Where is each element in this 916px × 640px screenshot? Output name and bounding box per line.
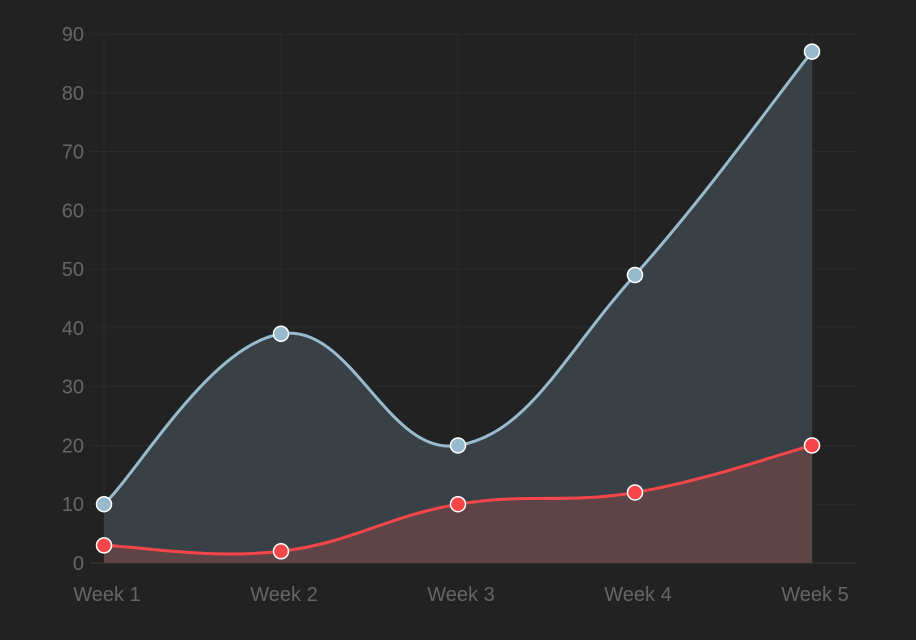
- data-point[interactable]: [95, 537, 113, 554]
- x-tick-label: Week 1: [73, 584, 140, 606]
- data-point[interactable]: [626, 266, 644, 284]
- x-tick-label: Week 4: [604, 584, 671, 606]
- data-point[interactable]: [272, 325, 290, 343]
- y-tick-label: 40: [62, 318, 84, 340]
- x-tick-label: Week 5: [781, 584, 848, 606]
- y-tick-label: 70: [62, 142, 84, 164]
- y-tick-label: 60: [62, 200, 84, 222]
- y-axis-ticks: 0 10 20 30 40 50 60 70 80 90: [62, 24, 84, 575]
- y-tick-label: 90: [62, 24, 84, 46]
- x-tick-label: Week 3: [427, 584, 494, 606]
- y-tick-label: 0: [73, 553, 84, 575]
- data-point[interactable]: [626, 484, 644, 501]
- data-points: [95, 43, 821, 560]
- y-tick-label: 80: [62, 83, 84, 105]
- series-area-1: [104, 51, 812, 564]
- data-point[interactable]: [449, 437, 467, 454]
- y-tick-label: 10: [62, 494, 84, 516]
- data-point[interactable]: [803, 437, 821, 454]
- data-point[interactable]: [803, 43, 821, 60]
- data-point[interactable]: [272, 542, 290, 560]
- y-tick-label: 20: [62, 435, 84, 457]
- x-axis-ticks: Week 1 Week 2 Week 3 Week 4 Week 5: [73, 584, 848, 606]
- y-tick-label: 30: [62, 377, 84, 399]
- y-tick-label: 50: [62, 259, 84, 281]
- data-point[interactable]: [95, 495, 113, 513]
- x-tick-label: Week 2: [250, 584, 317, 606]
- data-point[interactable]: [449, 495, 467, 513]
